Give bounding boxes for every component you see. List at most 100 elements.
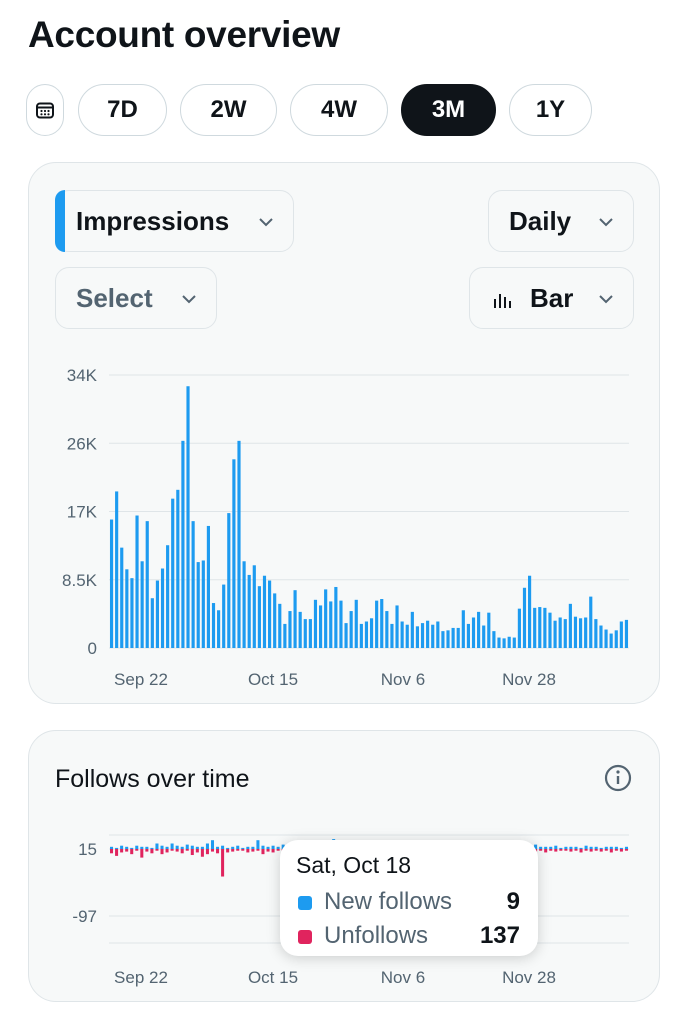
- unfollows-bar: [584, 849, 588, 851]
- calendar-button[interactable]: [26, 84, 64, 136]
- new-follows-bar: [251, 846, 255, 849]
- tooltip-value-unfollows: 137: [479, 922, 520, 949]
- unfollows-bar: [619, 849, 623, 852]
- impressions-bar: [471, 617, 476, 648]
- new-follows-bar: [614, 846, 618, 849]
- impressions-bar: [624, 619, 629, 648]
- unfollows-bar: [115, 849, 119, 856]
- impressions-bar: [492, 631, 496, 648]
- impressions-bar: [573, 616, 578, 648]
- impressions-bar: [109, 519, 114, 648]
- unfollows-bar: [579, 849, 583, 853]
- y-tick-label: 0: [88, 639, 97, 658]
- tooltip-value-new-follows: 9: [506, 888, 520, 915]
- impressions-bar: [461, 610, 465, 648]
- range-1y-button[interactable]: 1Y: [509, 84, 592, 136]
- impressions-bar: [487, 612, 491, 648]
- y-tick-label: 15: [78, 840, 97, 859]
- new-follows-bar: [135, 845, 139, 849]
- impressions-bar: [206, 525, 210, 648]
- new-follows-bar: [160, 845, 164, 849]
- impressions-bar: [385, 611, 389, 648]
- unfollows-bar: [160, 849, 164, 855]
- new-follows-bar: [241, 847, 245, 849]
- tooltip-label-unfollows: Unfollows: [324, 922, 429, 949]
- impressions-bar: [329, 601, 333, 648]
- legend-swatch-new-follows: [298, 896, 312, 910]
- unfollows-bar: [589, 849, 593, 852]
- impressions-bar: [375, 600, 379, 648]
- chart-type-dropdown[interactable]: Bar: [469, 267, 634, 329]
- unfollows-bar: [190, 849, 194, 856]
- impressions-bar: [283, 623, 287, 648]
- impressions-bar: [135, 515, 139, 648]
- impressions-bar: [609, 633, 613, 648]
- new-follows-bar: [190, 845, 194, 849]
- y-tick-label: 34K: [67, 366, 98, 385]
- new-follows-bar: [110, 846, 114, 849]
- impressions-bar: [395, 605, 399, 648]
- impressions-bar: [543, 607, 547, 648]
- unfollows-bar: [604, 849, 608, 851]
- tooltip-row-new-follows: New follows 9: [296, 888, 520, 918]
- unfollows-bar: [614, 849, 618, 851]
- x-tick-label: Sep 22: [114, 670, 168, 689]
- impressions-bar: [293, 590, 297, 648]
- tooltip-row-unfollows: Unfollows 137: [296, 922, 520, 952]
- impressions-bar: [278, 603, 282, 648]
- unfollows-bar: [256, 849, 260, 851]
- unfollows-bar: [554, 849, 558, 852]
- new-follows-bar: [574, 846, 578, 849]
- new-follows-bar: [549, 846, 553, 849]
- range-2w-button[interactable]: 2W: [180, 84, 277, 136]
- unfollows-bar: [261, 849, 265, 855]
- impressions-bar: [619, 621, 623, 648]
- impressions-bar: [130, 578, 134, 648]
- impressions-bar: [512, 637, 516, 648]
- unfollows-bar: [205, 849, 209, 855]
- impressions-bar: [589, 596, 593, 648]
- impressions-bar: [517, 608, 521, 648]
- impressions-bar: [252, 565, 256, 648]
- impressions-bar: [420, 623, 425, 648]
- new-follows-bar: [534, 844, 538, 849]
- metric-dropdown[interactable]: Impressions: [55, 190, 294, 252]
- unfollows-bar: [135, 849, 139, 851]
- unfollows-bar: [150, 849, 154, 854]
- impressions-bar: [268, 580, 272, 648]
- impressions-bar: [313, 599, 318, 648]
- impressions-bar: [359, 623, 363, 648]
- impressions-bar: [415, 626, 420, 648]
- info-icon[interactable]: [603, 763, 633, 793]
- impressions-bar: [191, 521, 195, 648]
- impressions-bar: [410, 611, 414, 648]
- unfollows-bar: [120, 849, 124, 853]
- y-tick-label: -97: [72, 907, 97, 926]
- impressions-bar: [303, 619, 307, 648]
- unfollows-bar: [251, 849, 255, 852]
- new-follows-bar: [236, 845, 240, 849]
- impressions-bar: [186, 386, 190, 648]
- compare-dropdown[interactable]: Select: [55, 267, 217, 329]
- new-follows-bar: [165, 846, 169, 849]
- impressions-bar: [426, 620, 430, 648]
- impressions-bar: [456, 627, 460, 648]
- range-3m-button[interactable]: 3M: [401, 84, 496, 136]
- interval-dropdown[interactable]: Daily: [488, 190, 634, 252]
- impressions-bar: [446, 630, 450, 648]
- impressions-bar: [553, 620, 557, 648]
- impressions-bar: [533, 607, 537, 648]
- x-tick-label: Sep 22: [114, 968, 168, 987]
- new-follows-bar: [155, 843, 159, 849]
- chevron-down-icon: [599, 295, 613, 304]
- new-follows-bar: [125, 846, 129, 849]
- unfollows-bar: [140, 849, 144, 858]
- range-7d-button[interactable]: 7D: [78, 84, 167, 136]
- range-4w-button[interactable]: 4W: [290, 84, 388, 136]
- impressions-bar: [548, 612, 552, 648]
- unfollows-bar: [180, 849, 184, 854]
- new-follows-bar: [261, 845, 265, 849]
- new-follows-bar: [569, 846, 573, 849]
- new-follows-bar: [544, 846, 548, 849]
- impressions-bar: [578, 618, 583, 648]
